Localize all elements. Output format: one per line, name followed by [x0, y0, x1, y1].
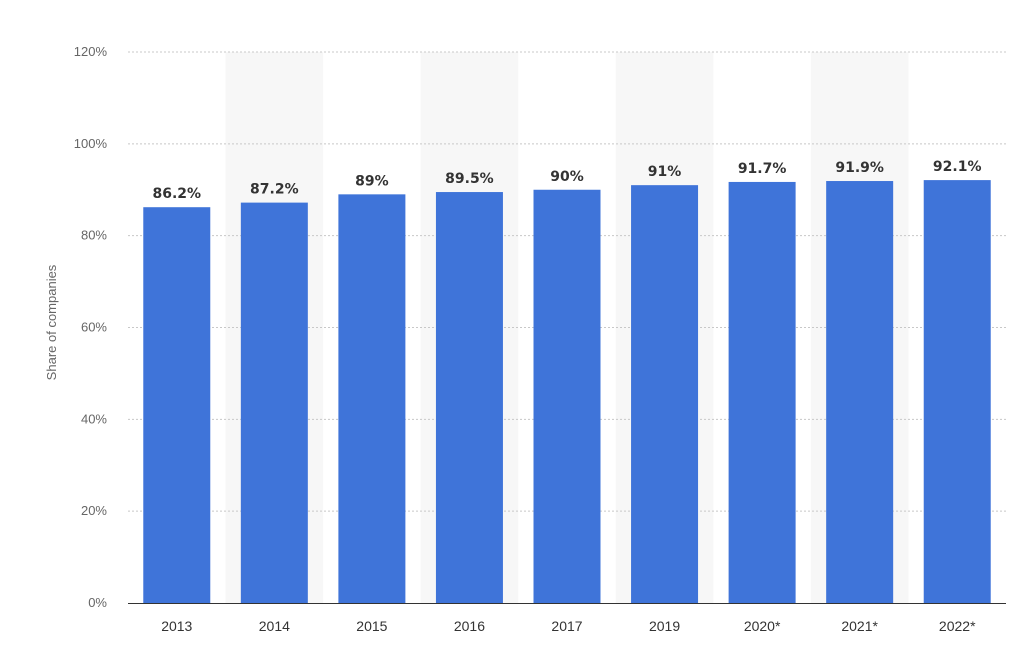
- data-label: 89.5%: [445, 171, 494, 187]
- x-tick-label: 2013: [161, 618, 192, 634]
- bar[interactable]: [826, 181, 894, 604]
- y-tick-label: 120%: [74, 44, 108, 59]
- bars: [143, 180, 991, 604]
- data-label: 91.7%: [738, 161, 787, 177]
- bar[interactable]: [435, 192, 503, 603]
- data-label: 91%: [648, 164, 682, 180]
- y-tick-label: 100%: [74, 136, 108, 151]
- data-label: 87.2%: [250, 182, 299, 198]
- x-tick-label: 2017: [551, 618, 582, 634]
- bar[interactable]: [240, 202, 308, 603]
- x-tick-label: 2014: [259, 618, 290, 634]
- bar[interactable]: [143, 207, 211, 603]
- y-tick-label: 0%: [88, 595, 107, 610]
- bar[interactable]: [923, 180, 991, 604]
- data-label: 86.2%: [152, 186, 201, 202]
- x-tick-label: 2021*: [841, 618, 878, 634]
- bar[interactable]: [338, 194, 406, 603]
- x-axis-ticks: 2013 2014 2015 2016 2017 2019 2020* 2021* 2022*: [161, 618, 976, 634]
- x-tick-label: 2016: [454, 618, 485, 634]
- data-label: 91.9%: [835, 160, 884, 176]
- y-tick-label: 20%: [81, 503, 107, 518]
- y-tick-label: 40%: [81, 411, 107, 426]
- bar[interactable]: [631, 185, 699, 604]
- data-label: 92.1%: [933, 159, 982, 175]
- data-label: 90%: [550, 169, 584, 185]
- x-tick-label: 2020*: [744, 618, 781, 634]
- bar[interactable]: [533, 189, 601, 603]
- x-tick-label: 2015: [356, 618, 387, 634]
- data-label: 89%: [355, 173, 389, 189]
- y-axis-ticks: 0% 20% 40% 60% 80% 100% 120%: [74, 44, 108, 610]
- x-tick-label: 2019: [649, 618, 680, 634]
- y-tick-label: 80%: [81, 228, 107, 243]
- data-labels: 86.2% 87.2% 89% 89.5% 90% 91% 91.7% 91.9% 92.1%: [152, 159, 981, 202]
- x-tick-label: 2022*: [939, 618, 976, 634]
- bar[interactable]: [728, 181, 796, 604]
- y-axis-title: Share of companies: [44, 264, 59, 380]
- y-tick-label: 60%: [81, 320, 107, 335]
